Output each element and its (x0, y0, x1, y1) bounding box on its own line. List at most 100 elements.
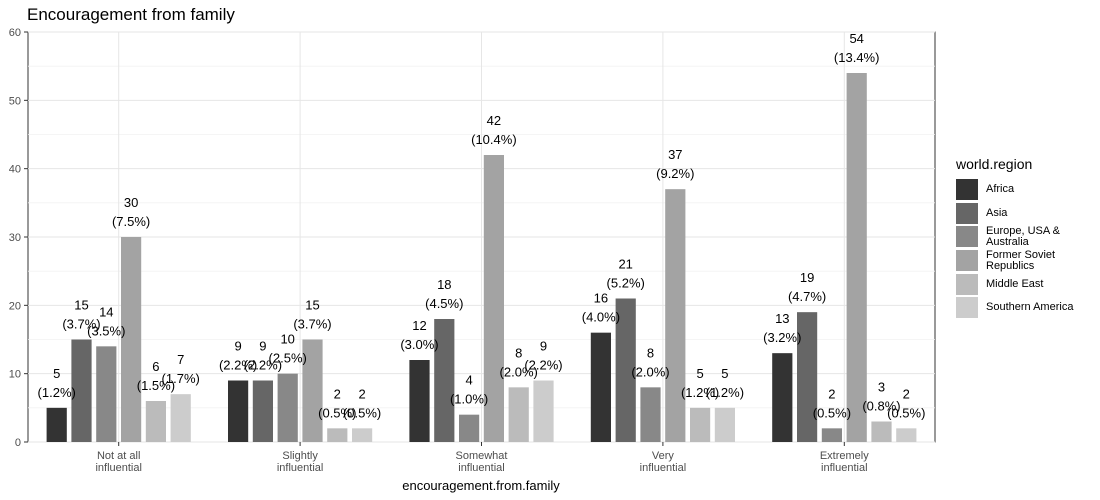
bar-value-label: 5 (53, 366, 60, 381)
bar-percent-label: (2.2%) (219, 358, 257, 373)
x-tick-label: Extremely influential (820, 450, 869, 474)
bar (665, 189, 686, 442)
bar-value-label: 2 (358, 386, 365, 401)
bar-percent-label: (1.2%) (681, 385, 719, 400)
bar-percent-label: (3.7%) (62, 317, 100, 332)
bar-value-label: 10 (280, 332, 294, 347)
bar-percent-label: (1.5%) (137, 378, 175, 393)
bar-value-label: 9 (259, 339, 266, 354)
bar (277, 373, 298, 442)
bar-value-label: 3 (878, 380, 885, 395)
x-axis-title: encouragement.from.family (402, 478, 560, 493)
bar (46, 407, 67, 442)
bar-percent-label: (13.4%) (834, 50, 880, 65)
chart-title: Encouragement from family (27, 5, 235, 24)
legend-item: Southern America (956, 296, 1086, 320)
bar-percent-label: (0.5%) (887, 405, 925, 420)
bar-value-label: 8 (647, 345, 654, 360)
bar (228, 380, 249, 442)
bar (714, 407, 735, 442)
y-tick-label: 50 (9, 95, 21, 107)
bar (690, 407, 711, 442)
bar (71, 339, 92, 442)
bar (533, 380, 554, 442)
y-tick-label: 20 (9, 300, 21, 312)
bar-value-label: 21 (618, 257, 632, 272)
legend-title: world.region (956, 156, 1033, 172)
legend-item: Former Soviet Republics (956, 249, 1086, 273)
bar (96, 346, 117, 442)
bar (772, 353, 793, 442)
legend-item: Europe, USA & Australia (956, 225, 1086, 249)
bar-percent-label: (5.2%) (607, 276, 645, 291)
legend-items: Africa Asia Europe, USA & Australia Former S… (956, 178, 1086, 320)
legend-item: Asia (956, 202, 1086, 226)
bar-percent-label: (1.0%) (450, 392, 488, 407)
bar-percent-label: (3.7%) (293, 317, 331, 332)
bar-percent-label: (7.5%) (112, 214, 150, 229)
bar-percent-label: (10.4%) (471, 132, 517, 147)
bar-percent-label: (4.7%) (788, 289, 826, 304)
bar (896, 428, 917, 442)
bar-percent-label: (1.7%) (162, 371, 200, 386)
legend-label: Asia (986, 206, 1008, 219)
bar-value-label: 15 (305, 298, 319, 313)
x-tick-label: Somewhat influential (456, 450, 508, 474)
bar-value-label: 5 (721, 366, 728, 381)
legend-label: Southern America (986, 301, 1074, 314)
bar-value-label: 37 (668, 147, 682, 162)
bar (590, 332, 611, 442)
legend-label: Former Soviet Republics (986, 248, 1056, 272)
x-tick-label: Very influential (640, 450, 686, 474)
bar-value-label: 15 (74, 298, 88, 313)
x-tick-label-line: Extremely (820, 450, 869, 462)
bar-percent-label: (9.2%) (656, 166, 694, 181)
bar-percent-label: (1.2%) (706, 385, 744, 400)
bar (821, 428, 842, 442)
bar-percent-label: (3.5%) (87, 323, 125, 338)
bar-value-label: 42 (487, 113, 501, 128)
bar-percent-label: (2.0%) (500, 364, 538, 379)
bar-percent-label: (4.5%) (425, 296, 463, 311)
x-tick-label-line: influential (821, 462, 867, 474)
y-tick-label: 60 (9, 27, 21, 39)
bar-value-label: 2 (903, 386, 910, 401)
bar-percent-label: (3.2%) (763, 330, 801, 345)
bar (170, 394, 191, 442)
x-tick-label-line: influential (277, 462, 323, 474)
bars (46, 73, 917, 442)
bar-value-label: 2 (828, 386, 835, 401)
bar (615, 298, 636, 442)
bar (871, 421, 892, 442)
bar (302, 339, 323, 442)
bar (483, 155, 504, 442)
bar-percent-label: (3.0%) (400, 337, 438, 352)
bar-value-label: 9 (540, 339, 547, 354)
bar-percent-label: (0.5%) (318, 405, 356, 420)
bar-percent-label: (2.2%) (524, 358, 562, 373)
x-tick-label: Slightly influential (277, 450, 323, 474)
bar (409, 360, 430, 442)
bar (459, 414, 480, 442)
bar-value-label: 5 (696, 366, 703, 381)
x-tick-label-line: influential (95, 462, 141, 474)
bar (145, 401, 166, 442)
bar (121, 237, 142, 442)
legend-key (956, 202, 978, 224)
legend-key (956, 226, 978, 248)
x-tick-label-line: Not at all (97, 450, 140, 462)
x-tick-label-line: Very (652, 450, 675, 462)
bar-percent-label: (0.8%) (862, 399, 900, 414)
bar-value-label: 13 (775, 311, 789, 326)
x-tick-label-line: influential (640, 462, 686, 474)
y-tick-label: 10 (9, 369, 21, 381)
y-tick-label: 40 (9, 164, 21, 176)
bar (640, 387, 661, 442)
legend-label: Middle East (986, 277, 1044, 290)
bar-value-label: 54 (849, 31, 863, 46)
legend: world.region Africa Asia Europe, USA & Aust… (956, 156, 1086, 320)
bar-value-label: 16 (594, 291, 608, 306)
bar-percent-label: (2.2%) (244, 358, 282, 373)
